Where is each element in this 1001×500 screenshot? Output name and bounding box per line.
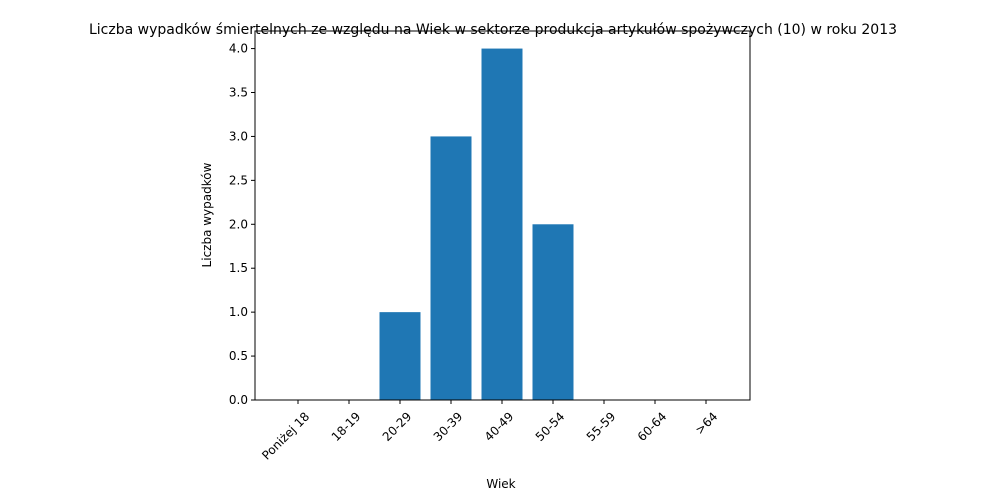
x-tick-label: Poniżej 18 xyxy=(259,409,312,462)
bar-30-39 xyxy=(430,136,472,400)
bar-20-29 xyxy=(379,312,421,400)
x-tick-label: 50-54 xyxy=(533,409,568,444)
y-tick-label: 2.0 xyxy=(229,217,248,231)
bar-40-49 xyxy=(481,48,523,400)
y-axis-label: Liczba wypadków xyxy=(200,162,214,267)
x-axis-label: Wiek xyxy=(486,477,515,491)
y-axis: 0.0 0.5 1.0 1.5 2.0 2.5 3.0 3.5 4.0 xyxy=(229,42,255,407)
x-tick-label: 20-29 xyxy=(380,409,415,444)
y-tick-label: 1.0 xyxy=(229,305,248,319)
y-tick-label: 0.0 xyxy=(229,393,248,407)
x-tick-label: 30-39 xyxy=(431,409,466,444)
chart-title: Liczba wypadków śmiertelnych ze względu … xyxy=(89,22,897,38)
y-tick-label: 0.5 xyxy=(229,349,248,363)
y-tick-label: 1.5 xyxy=(229,261,248,275)
y-tick-label: 3.0 xyxy=(229,129,248,143)
y-tick-label: 3.5 xyxy=(229,86,248,100)
x-tick-label: >64 xyxy=(693,409,721,437)
x-tick-label: 60-64 xyxy=(635,409,670,444)
x-tick-label: 40-49 xyxy=(482,409,517,444)
bar-50-54 xyxy=(532,224,574,400)
bars-group xyxy=(379,48,574,400)
x-tick-label: 55-59 xyxy=(584,409,619,444)
y-tick-label: 2.5 xyxy=(229,173,248,187)
x-tick-label: 18-19 xyxy=(329,409,364,444)
y-tick-label: 4.0 xyxy=(229,42,248,56)
x-axis: Poniżej 18 18-19 20-29 30-39 40-49 50-54 55-59… xyxy=(259,400,720,463)
